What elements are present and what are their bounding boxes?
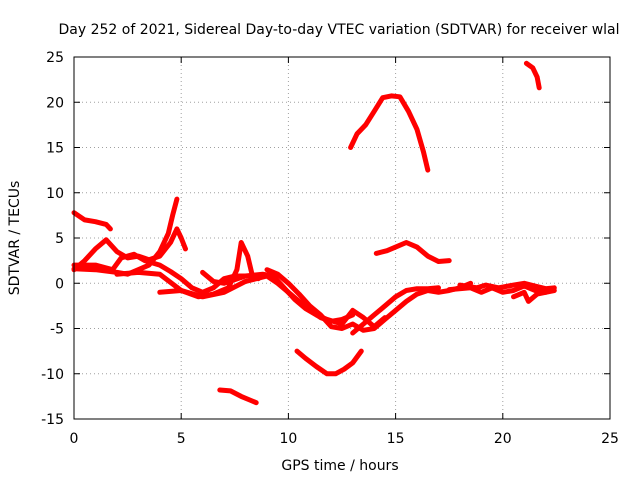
x-tick-label: 0 <box>70 431 79 447</box>
y-tick-label: -5 <box>50 322 64 338</box>
y-tick-label: -15 <box>41 412 64 428</box>
y-tick-label: 25 <box>46 50 64 66</box>
x-tick-label: 25 <box>601 431 619 447</box>
x-tick-label: 10 <box>279 431 297 447</box>
grid <box>74 57 610 419</box>
x-tick-label: 15 <box>387 431 405 447</box>
series-arc-9 <box>350 285 441 336</box>
series-arc-1 <box>71 210 113 232</box>
x-tick-label: 20 <box>494 431 512 447</box>
axis-ticks: 0 5 10 15 20 25 -15 -10 -5 0 5 10 15 20 25 <box>41 50 619 447</box>
series-arc-13 <box>348 93 431 173</box>
x-tick-label: 5 <box>177 431 186 447</box>
y-tick-label: 10 <box>46 186 64 202</box>
series-arc-17 <box>217 387 259 406</box>
series-arc-16 <box>294 348 364 377</box>
y-tick-label: 0 <box>55 276 64 292</box>
series-arc-12 <box>511 289 549 304</box>
chart-title: Day 252 of 2021, Sidereal Day-to-day VTE… <box>58 22 619 38</box>
series-arc-7 <box>200 269 388 330</box>
series-arc-3 <box>71 196 180 277</box>
series-arc-15 <box>523 60 542 91</box>
series-arc-11 <box>457 280 557 292</box>
y-tick-label: 15 <box>46 141 64 157</box>
y-axis-label: SDTVAR / TECUs <box>7 181 23 296</box>
x-axis-label: GPS time / hours <box>281 458 398 474</box>
series-arc-8 <box>264 267 474 333</box>
y-tick-label: -10 <box>41 367 64 383</box>
series-arc-14 <box>373 240 452 264</box>
y-tick-label: 20 <box>46 95 64 111</box>
data-series <box>71 60 557 406</box>
plot-frame <box>73 56 611 420</box>
y-tick-label: 5 <box>55 231 64 247</box>
